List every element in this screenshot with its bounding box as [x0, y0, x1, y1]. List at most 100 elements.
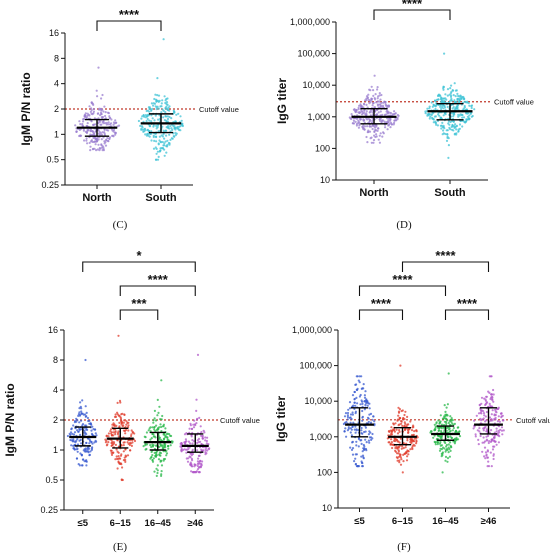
data-point [489, 451, 492, 454]
data-point [434, 441, 437, 444]
data-point [152, 421, 155, 424]
data-point [349, 446, 352, 449]
data-point [174, 131, 177, 134]
data-point [111, 442, 114, 445]
data-point [107, 140, 110, 143]
data-point [181, 124, 184, 127]
data-point [439, 124, 442, 127]
data-point [106, 443, 109, 446]
data-point [350, 434, 353, 437]
data-point [373, 134, 376, 137]
data-point [81, 399, 84, 402]
data-point [371, 102, 375, 105]
y-tick-label: 10,000 [302, 80, 330, 90]
data-point [119, 417, 123, 420]
data-point [480, 396, 484, 399]
data-point [165, 101, 169, 104]
data-point [364, 113, 367, 116]
data-point [96, 95, 99, 98]
data-point [116, 401, 119, 404]
data-point [442, 124, 445, 127]
data-point [167, 447, 170, 450]
data-point [443, 97, 446, 100]
data-point [107, 123, 110, 126]
data-point [142, 114, 145, 117]
data-point [69, 431, 73, 434]
data-point [459, 94, 462, 97]
data-point [103, 105, 106, 108]
data-point [368, 130, 372, 133]
data-point [366, 404, 369, 407]
data-point [354, 462, 357, 466]
data-point [371, 111, 374, 114]
data-point [390, 123, 393, 126]
data-point [190, 470, 193, 473]
data-point [454, 126, 457, 129]
data-point [114, 443, 117, 446]
data-point [485, 402, 488, 405]
data-point [393, 121, 396, 124]
data-point [125, 423, 128, 426]
data-point [370, 438, 373, 441]
panel-2: Cutoff value 0.25 0.5 1 2 4 8 16 ≤5 6–15 16–45 ≥46 I… [3, 248, 260, 553]
data-point [168, 133, 171, 136]
y-tick-label: 8 [53, 355, 58, 365]
data-point [407, 453, 410, 456]
data-point [348, 416, 351, 419]
data-point [488, 402, 491, 405]
data-point [416, 436, 419, 439]
data-point [366, 141, 369, 144]
cutoff-label: Cutoff value [494, 98, 534, 107]
data-point [478, 430, 481, 433]
data-point [370, 136, 373, 139]
data-point [378, 134, 381, 137]
data-point [399, 456, 402, 459]
data-point [352, 404, 355, 407]
data-point [157, 107, 160, 110]
data-point [457, 115, 460, 118]
data-point [188, 427, 191, 430]
y-tick-label: 100 [317, 467, 332, 477]
data-point [361, 419, 364, 422]
data-point [398, 423, 401, 426]
data-point [492, 400, 495, 403]
data-point [437, 429, 440, 432]
data-point [444, 415, 447, 418]
data-point [78, 411, 81, 414]
data-point [424, 110, 427, 113]
data-point [196, 468, 199, 471]
data-point [152, 124, 155, 127]
data-point [360, 439, 363, 442]
data-point [153, 102, 157, 105]
data-point [79, 433, 82, 436]
data-point [461, 114, 464, 117]
data-point [112, 134, 115, 137]
data-point [400, 422, 403, 425]
data-point [400, 447, 403, 450]
significance-bracket [119, 309, 159, 320]
data-point [144, 448, 147, 451]
data-point [428, 113, 431, 116]
data-point [357, 465, 361, 468]
data-point [160, 474, 163, 477]
data-point [441, 133, 444, 136]
data-point [348, 407, 352, 410]
data-point [161, 414, 164, 418]
data-point [364, 99, 367, 102]
data-point [387, 121, 390, 124]
data-point [365, 449, 368, 452]
data-point [76, 438, 79, 441]
data-point [147, 109, 150, 112]
data-point [141, 115, 144, 118]
data-point [441, 100, 444, 103]
y-tick-label: 4 [53, 385, 58, 395]
data-point [79, 452, 82, 455]
data-point [84, 130, 87, 133]
data-point [365, 110, 368, 113]
data-point [104, 111, 107, 114]
data-point [102, 110, 105, 113]
data-point [354, 383, 357, 386]
data-point [401, 445, 404, 448]
data-point [130, 433, 133, 436]
data-point [160, 464, 164, 467]
